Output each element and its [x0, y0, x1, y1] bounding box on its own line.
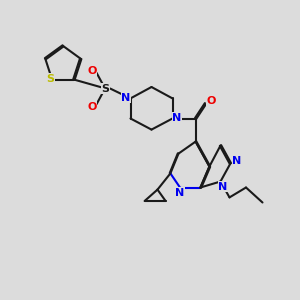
Text: O: O	[206, 95, 216, 106]
Text: N: N	[172, 113, 182, 123]
Text: S: S	[102, 83, 110, 94]
Text: N: N	[218, 182, 227, 192]
Text: N: N	[175, 188, 184, 198]
Text: S: S	[46, 74, 55, 84]
Text: O: O	[87, 101, 97, 112]
Text: O: O	[87, 65, 97, 76]
Text: N: N	[122, 93, 130, 103]
Text: N: N	[232, 156, 242, 166]
